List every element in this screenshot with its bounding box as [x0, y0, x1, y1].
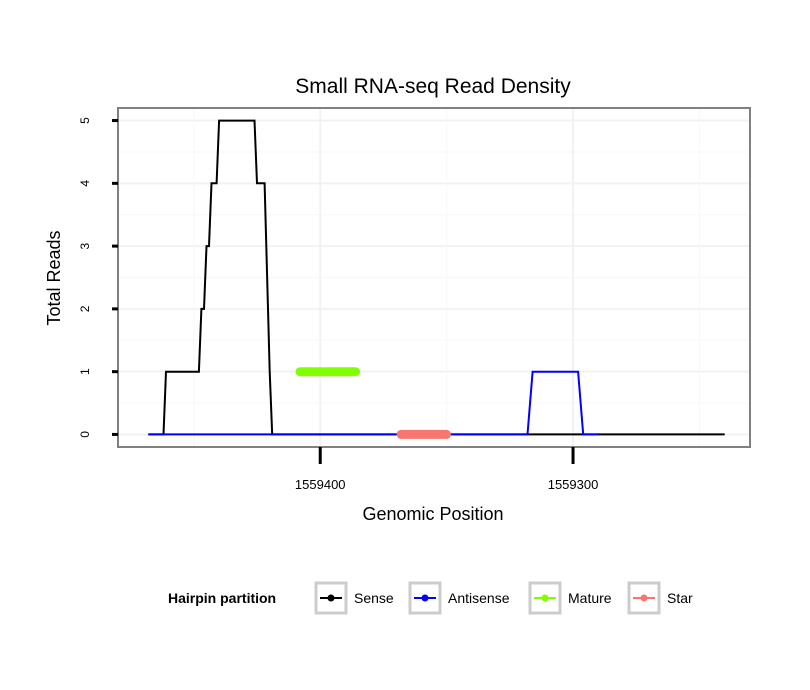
legend-key-point-antisense — [421, 594, 429, 602]
series-layer — [148, 119, 725, 439]
x-tick-label-0: 1559400 — [295, 477, 346, 492]
y-tick-label-5: 5 — [78, 117, 92, 124]
legend-label-star: Star — [667, 590, 693, 606]
y-tick-label-0: 0 — [78, 431, 92, 438]
legend-key-mature — [528, 581, 562, 615]
x-axis-label: Genomic Position — [362, 504, 503, 524]
legend-key-point-sense — [327, 594, 335, 602]
plot-frame — [117, 107, 751, 448]
legend-label-antisense: Antisense — [448, 590, 510, 606]
y-axis-label: Total Reads — [44, 230, 64, 325]
legend: Hairpin partition Sense Antisense Mature St… — [168, 581, 693, 615]
y-tick-label-3: 3 — [78, 242, 92, 249]
grid-layer — [118, 108, 750, 447]
legend-key-point-mature — [541, 594, 549, 602]
y-tick-label-1: 1 — [78, 368, 92, 375]
y-tick-label-4: 4 — [78, 180, 92, 187]
y-tick-label-2: 2 — [78, 305, 92, 312]
legend-label-mature: Mature — [568, 590, 612, 606]
legend-label-sense: Sense — [354, 590, 394, 606]
legend-title: Hairpin partition — [168, 590, 276, 606]
chart-title: Small RNA-seq Read Density — [295, 75, 571, 98]
series-antisense-line — [148, 370, 599, 436]
legend-key-point-star — [640, 594, 648, 602]
axis-layer: 0 1 2 3 4 5 1559400 1559300 — [78, 117, 598, 492]
x-tick-label-1: 1559300 — [548, 477, 599, 492]
